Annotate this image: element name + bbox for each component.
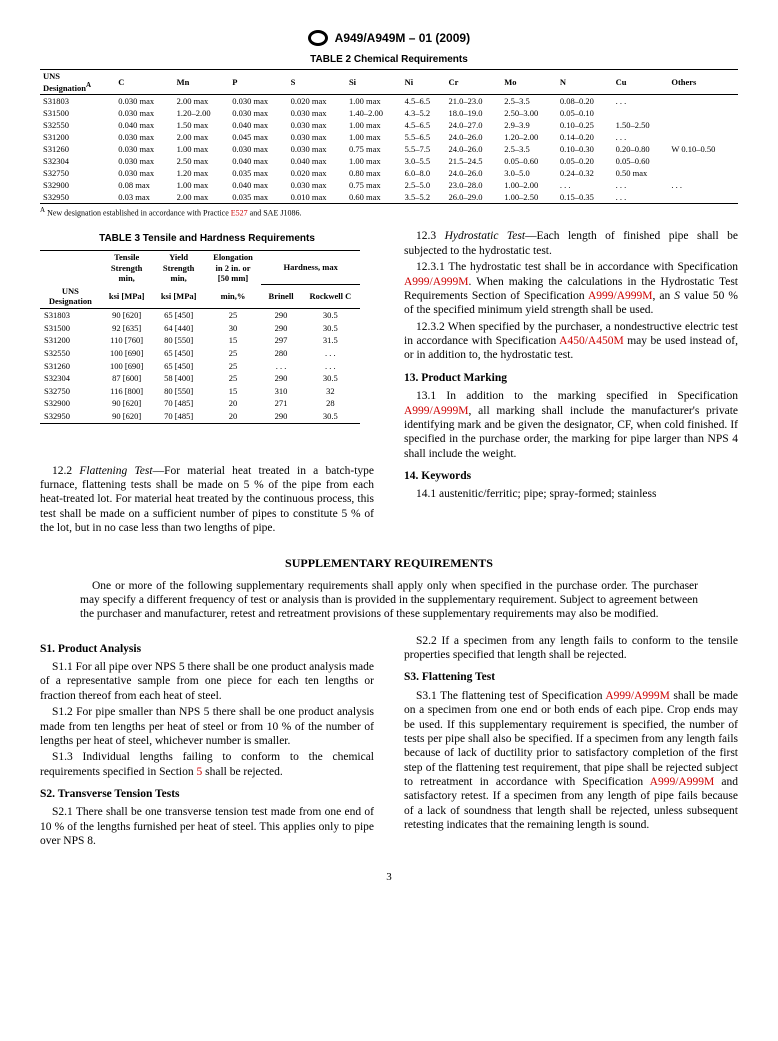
table2-col-9: N bbox=[557, 70, 613, 95]
link-a450[interactable]: A450/A450M bbox=[559, 335, 624, 347]
table3-row: S3290090 [620]70 [485]2027128 bbox=[40, 397, 360, 410]
p12-3-1a: 12.3.1 The hydrostatic test shall be in … bbox=[416, 261, 738, 273]
table2-row: S323040.030 max2.50 max0.040 max0.040 ma… bbox=[40, 155, 738, 167]
p12-3-lead: 12.3 bbox=[416, 230, 445, 242]
supp-intro: One or more of the following supplementa… bbox=[80, 579, 698, 622]
s3-1a: S3.1 The flattening test of Specificatio… bbox=[416, 690, 605, 702]
p12-3-1c: , an bbox=[653, 290, 675, 302]
s3-1b: shall be made on a specimen from one end… bbox=[404, 690, 738, 788]
table2-row: S318030.030 max2.00 max0.030 max0.020 ma… bbox=[40, 94, 738, 107]
table2-col-8: Mo bbox=[501, 70, 557, 95]
s2-2: S2.2 If a specimen from any length fails… bbox=[404, 634, 738, 663]
table3-row: S3180390 [620]65 [450]2529030.5 bbox=[40, 309, 360, 322]
table3-row: S31260100 [690]65 [450]25. . .. . . bbox=[40, 360, 360, 373]
s14-head: 14. Keywords bbox=[404, 469, 738, 483]
table3-row: S31200110 [760]80 [550]1529731.5 bbox=[40, 334, 360, 347]
table2-row: S312600.030 max1.00 max0.030 max0.030 ma… bbox=[40, 143, 738, 155]
table2-col-3: P bbox=[229, 70, 287, 95]
table2-col-2: Mn bbox=[174, 70, 230, 95]
link-e527[interactable]: E527 bbox=[231, 208, 248, 217]
table2-col-4: S bbox=[288, 70, 346, 95]
s2-head: S2. Transverse Tension Tests bbox=[40, 787, 374, 801]
p14-1: 14.1 austenitic/ferritic; pipe; spray-fo… bbox=[404, 487, 738, 501]
table2-row: S312000.030 max2.00 max0.045 max0.030 ma… bbox=[40, 131, 738, 143]
page-number: 3 bbox=[40, 871, 738, 883]
link-a999-4[interactable]: A999/A999M bbox=[605, 690, 670, 702]
table2-row: S315000.030 max1.20–2.000.030 max0.030 m… bbox=[40, 107, 738, 119]
s2-1: S2.1 There shall be one transverse tensi… bbox=[40, 805, 374, 848]
table2-row: S327500.030 max1.20 max0.035 max0.020 ma… bbox=[40, 167, 738, 179]
table2-row: S329500.03 max2.00 max0.035 max0.010 max… bbox=[40, 191, 738, 204]
table2-col-5: Si bbox=[346, 70, 402, 95]
table2-footnote: A New designation established in accorda… bbox=[40, 206, 738, 218]
link-a999-1[interactable]: A999/A999M bbox=[404, 276, 469, 288]
table3-row: S32550100 [690]65 [450]25280. . . bbox=[40, 347, 360, 360]
p12-2-ital: Flattening Test bbox=[79, 465, 152, 477]
table3-row: S3230487 [600]58 [400]2529030.5 bbox=[40, 372, 360, 385]
right-column: 12.3 Hydrostatic Test—Each length of fin… bbox=[404, 229, 738, 537]
table3: TensileStrengthmin,YieldStrengthmin,Elon… bbox=[40, 250, 360, 424]
table3-row: S3295090 [620]70 [485]2029030.5 bbox=[40, 410, 360, 423]
p12-3-ital: Hydrostatic Test bbox=[445, 230, 525, 242]
supp-right: S2.2 If a specimen from any length fails… bbox=[404, 634, 738, 851]
s13-head: 13. Product Marking bbox=[404, 371, 738, 385]
s1-head: S1. Product Analysis bbox=[40, 642, 374, 656]
table2-col-1: C bbox=[115, 70, 173, 95]
link-a999-5[interactable]: A999/A999M bbox=[650, 776, 715, 788]
astm-logo bbox=[308, 30, 328, 46]
table2-col-6: Ni bbox=[402, 70, 446, 95]
table2-col-0: UNSDesignationA bbox=[40, 70, 115, 95]
p13-1a: 13.1 In addition to the marking specifie… bbox=[416, 390, 738, 402]
link-a999-3[interactable]: A999/A999M bbox=[404, 405, 469, 417]
table2: UNSDesignationACMnPSSiNiCrMoNCuOthers S3… bbox=[40, 69, 738, 204]
table2-col-10: Cu bbox=[613, 70, 669, 95]
header: A949/A949M – 01 (2009) bbox=[40, 30, 738, 46]
link-a999-2[interactable]: A999/A999M bbox=[588, 290, 653, 302]
table2-col-7: Cr bbox=[446, 70, 502, 95]
spec-title: A949/A949M – 01 (2009) bbox=[335, 31, 470, 45]
table3-row: S32750116 [800]80 [550]1531032 bbox=[40, 385, 360, 398]
supp-left: S1. Product Analysis S1.1 For all pipe o… bbox=[40, 634, 374, 851]
table2-title: TABLE 2 Chemical Requirements bbox=[40, 54, 738, 65]
s1-2: S1.2 For pipe smaller than NPS 5 there s… bbox=[40, 705, 374, 748]
table3-title: TABLE 3 Tensile and Hardness Requirement… bbox=[40, 233, 374, 246]
table2-row: S329000.08 max1.00 max0.040 max0.030 max… bbox=[40, 179, 738, 191]
s1-1: S1.1 For all pipe over NPS 5 there shall… bbox=[40, 660, 374, 703]
supp-title: SUPPLEMENTARY REQUIREMENTS bbox=[40, 556, 738, 571]
s3-head: S3. Flattening Test bbox=[404, 670, 738, 684]
s1-3b: shall be rejected. bbox=[202, 766, 282, 778]
table3-row: S3150092 [635]64 [440]3029030.5 bbox=[40, 322, 360, 335]
p12-2-lead: 12.2 bbox=[52, 465, 79, 477]
left-column: TABLE 3 Tensile and Hardness Requirement… bbox=[40, 229, 374, 537]
table2-col-11: Others bbox=[668, 70, 738, 95]
table2-row: S325500.040 max1.50 max0.040 max0.030 ma… bbox=[40, 119, 738, 131]
